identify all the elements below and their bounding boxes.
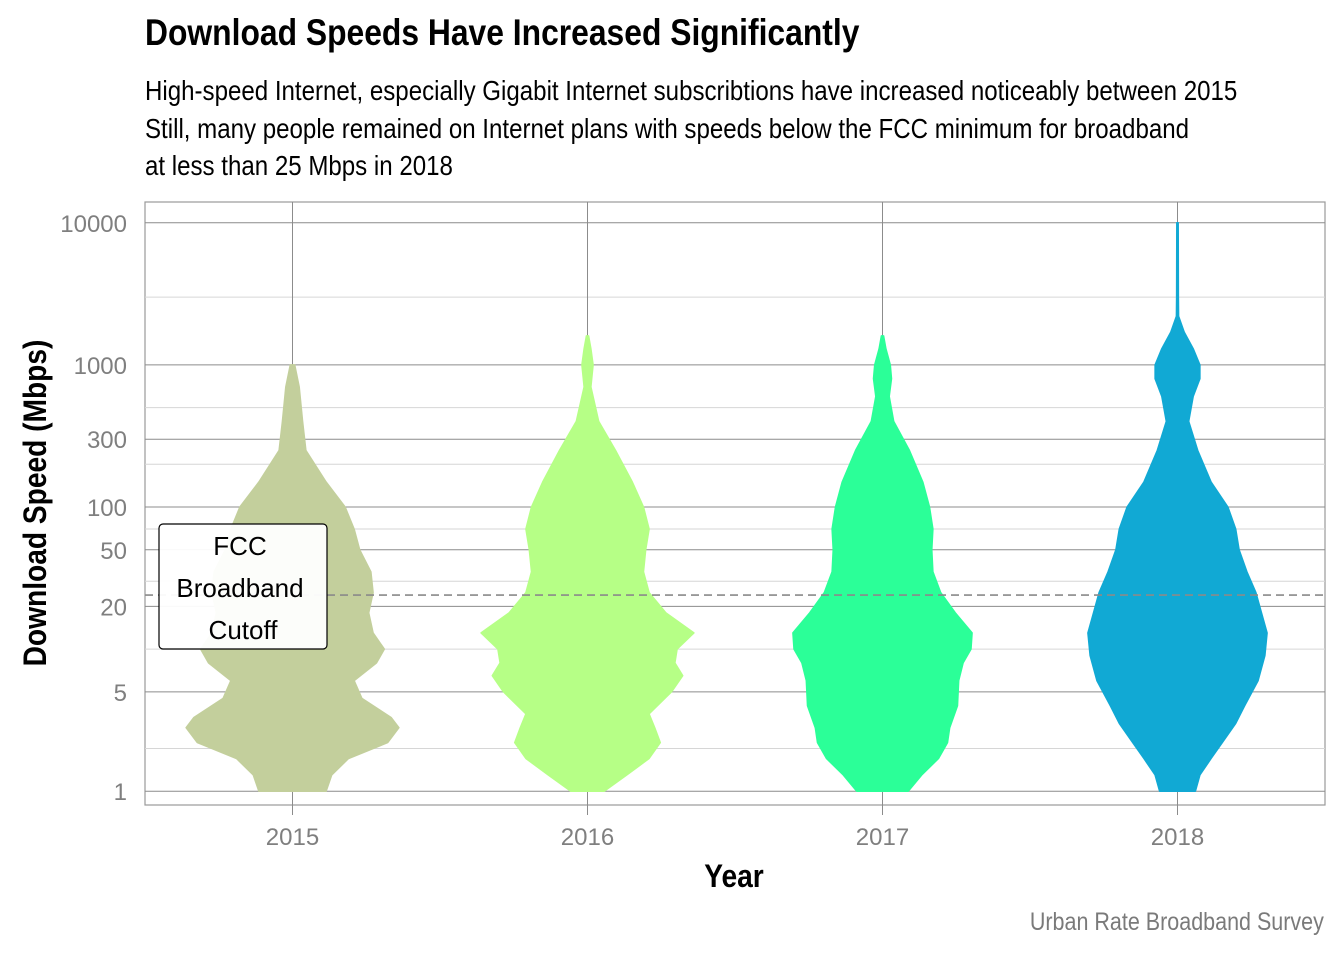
y-tick-label: 5 xyxy=(114,680,127,707)
y-tick-label: 20 xyxy=(100,594,127,621)
subtitle-line-1: High-speed Internet, especially Gigabit … xyxy=(145,75,1238,106)
subtitle-line-3: at less than 25 Mbps in 2018 xyxy=(145,150,453,181)
annotation-box xyxy=(158,523,328,650)
chart-title: Download Speeds Have Increased Significa… xyxy=(145,12,860,53)
x-tick-label: 2015 xyxy=(266,824,319,851)
violin-2016 xyxy=(480,335,695,792)
y-tick-label: 1000 xyxy=(74,353,127,380)
x-axis-title: Year xyxy=(704,859,764,894)
violin-2018 xyxy=(1087,222,1268,792)
subtitle-line-2: Still, many people remained on Internet … xyxy=(145,112,1190,144)
violin-2017 xyxy=(792,335,973,792)
y-tick-label: 50 xyxy=(100,538,127,565)
source-caption: Urban Rate Broadband Survey xyxy=(1029,908,1324,936)
fcc-annotation: FCC Broadband Cutoff xyxy=(158,523,328,650)
y-tick-labels: 1 5 20 50 100 300 1000 10000 xyxy=(60,211,127,806)
x-tick-labels: 2015 2016 2017 2018 xyxy=(266,824,1204,851)
annotation-line-3: Cutoff xyxy=(209,615,279,645)
x-tick-label: 2018 xyxy=(1151,824,1204,851)
y-tick-label: 1 xyxy=(114,779,127,806)
y-tick-label: 300 xyxy=(87,427,127,454)
annotation-line-1: FCC xyxy=(213,531,266,561)
x-tick-label: 2016 xyxy=(561,824,614,851)
y-tick-label: 10000 xyxy=(60,211,127,238)
y-tick-label: 100 xyxy=(87,495,127,522)
y-axis-title: Download Speed (Mbps) xyxy=(18,340,53,667)
x-tick-label: 2017 xyxy=(856,824,909,851)
chart-subtitle: High-speed Internet, especially Gigabit … xyxy=(145,72,1237,185)
plot-panel-border xyxy=(144,201,1326,806)
annotation-line-2: Broadband xyxy=(176,573,303,603)
